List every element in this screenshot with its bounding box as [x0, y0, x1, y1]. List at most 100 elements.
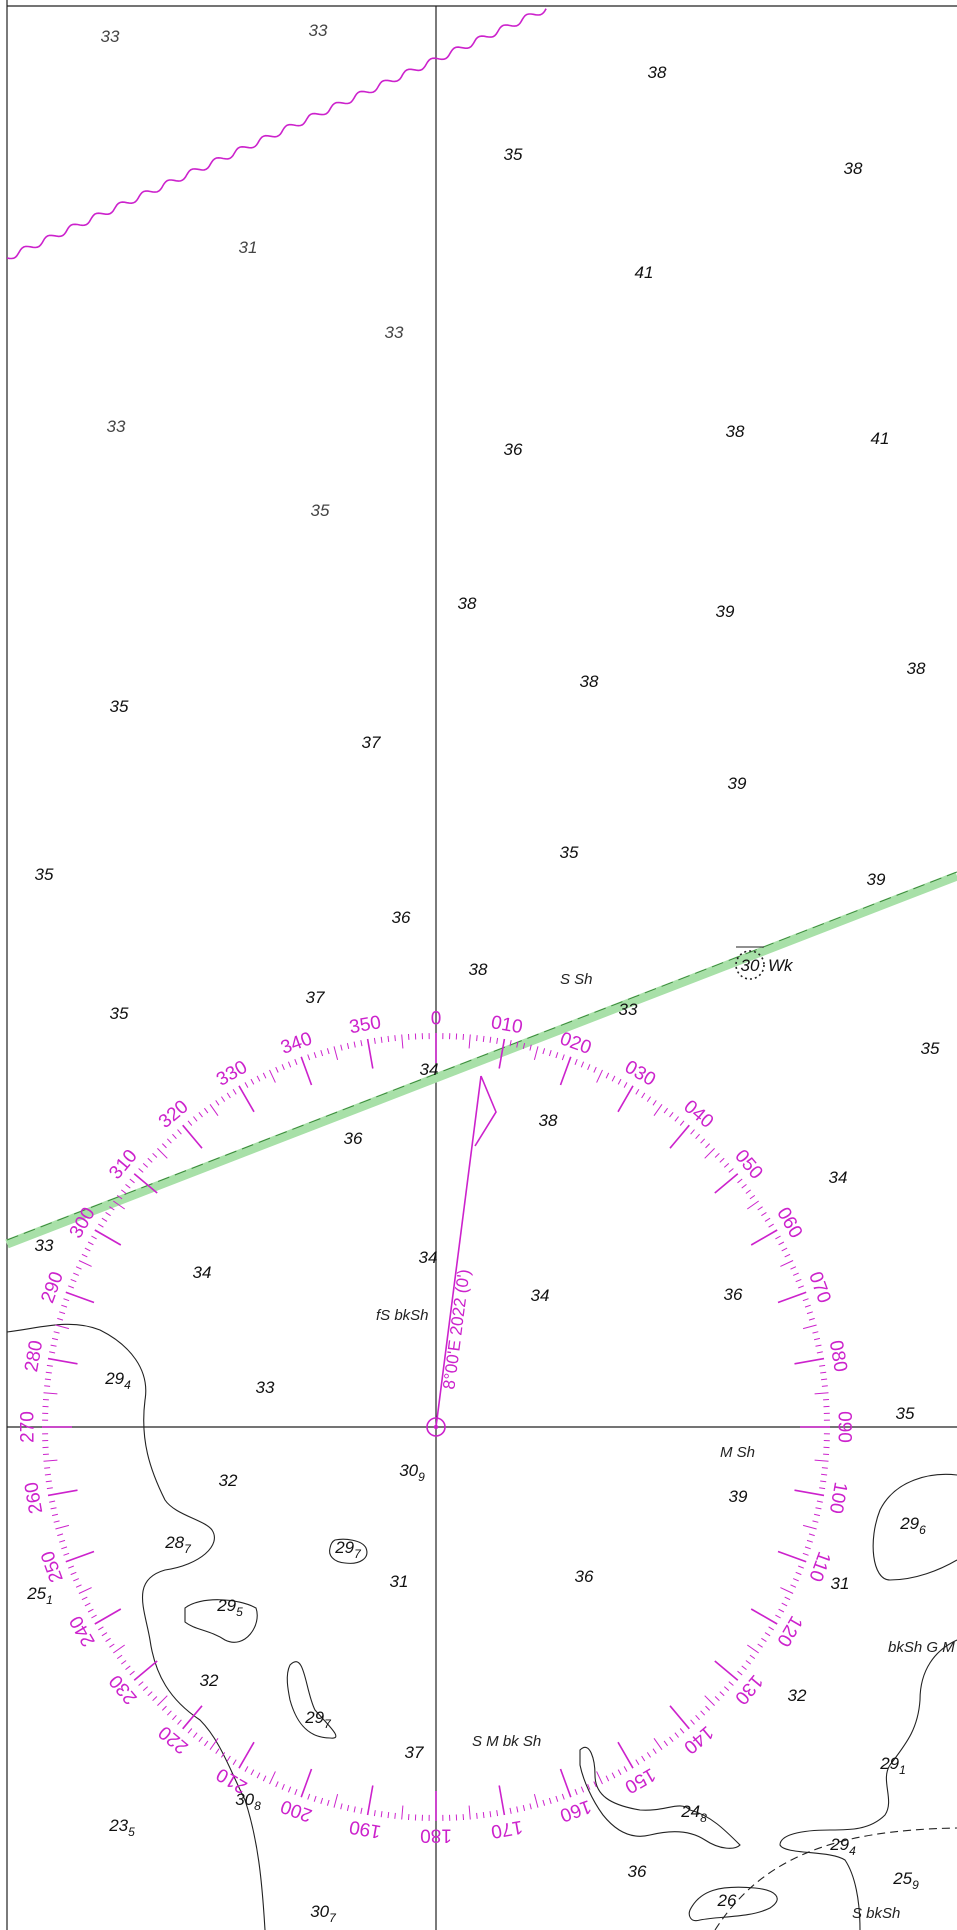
rose-tick: [593, 1781, 597, 1788]
rose-tick: [84, 1602, 91, 1607]
sounding: 35: [35, 865, 54, 884]
rose-tick: [63, 1552, 70, 1556]
rose-tick: [59, 1311, 66, 1315]
rose-tick: [353, 1041, 356, 1048]
rose-tick: [516, 1806, 519, 1813]
rose-tick: [281, 1784, 285, 1790]
rose-tick: [326, 1048, 330, 1055]
sounding: 34: [829, 1168, 848, 1187]
rose-tick: [209, 1738, 219, 1750]
rose-tick: [65, 1550, 95, 1563]
sounding: 34: [420, 1060, 439, 1079]
rose-tick: [44, 1467, 51, 1469]
variation-arrow-head: [474, 1075, 497, 1147]
sounding: 32: [788, 1686, 807, 1705]
seabed-label-smbksh: S M bk Sh: [472, 1733, 541, 1750]
rose-tick: [133, 1173, 158, 1194]
rose-tick: [574, 1059, 578, 1065]
rose-tick: [209, 1104, 219, 1116]
seabed-label-bkshgm: bkSh G M: [888, 1639, 955, 1656]
contour-east-island: [872, 1473, 957, 1581]
rose-tick: [777, 1550, 807, 1563]
rose-tick: [704, 1148, 715, 1159]
rose-tick: [795, 1571, 802, 1576]
rose-tick: [705, 1705, 711, 1711]
rose-tick: [46, 1364, 53, 1367]
rose-tick: [98, 1626, 104, 1631]
rose-tick: [781, 1602, 788, 1607]
rose-tick: [737, 1670, 743, 1676]
rose-tick: [802, 1324, 817, 1330]
rose-tick: [816, 1351, 823, 1354]
rose-tick: [798, 1565, 804, 1569]
sounding: 35: [311, 501, 330, 520]
rose-tick: [741, 1665, 747, 1670]
rose-tick: [187, 1120, 193, 1126]
rose-tick: [737, 1178, 743, 1184]
rose-tick: [101, 1632, 108, 1637]
rose-tick: [529, 1803, 532, 1810]
rose-tick: [87, 1241, 94, 1246]
rose-tick: [794, 1357, 825, 1365]
rose-tick: [750, 1608, 778, 1625]
rose-tick: [489, 1811, 492, 1818]
rose-tick: [109, 1206, 115, 1211]
sounding: 33: [107, 417, 126, 436]
rose-tick: [468, 1034, 471, 1049]
rose-tick: [70, 1278, 77, 1283]
rose-tick: [509, 1807, 512, 1814]
rose-tick: [129, 1670, 135, 1676]
rose-tick: [749, 1654, 756, 1660]
rose-tick: [346, 1042, 350, 1050]
rose-tick: [489, 1036, 492, 1043]
rose-tick: [814, 1459, 829, 1462]
sounding: 35: [896, 1404, 915, 1423]
rose-center-ring: [426, 1417, 446, 1437]
rose-tick: [802, 1298, 809, 1302]
rose-tick: [300, 1056, 313, 1086]
seabed-label-sbksh: S bkSh: [852, 1905, 900, 1922]
sounding: 41: [635, 263, 654, 282]
sounding: 38: [648, 63, 667, 82]
rose-tick: [294, 1789, 298, 1795]
rose-tick: [814, 1392, 829, 1395]
sounding: 36: [575, 1567, 594, 1586]
sounding: 39: [729, 1487, 748, 1506]
rose-tick: [617, 1741, 634, 1769]
sounding: 33: [619, 1000, 638, 1019]
seabed-label-msh: M Sh: [720, 1444, 755, 1461]
rose-tick: [172, 1714, 177, 1721]
rose-tick: [548, 1797, 552, 1804]
rose-tick: [719, 1157, 725, 1163]
rose-tick: [747, 1200, 759, 1210]
rose-tick: [94, 1229, 122, 1246]
rose-tick: [690, 1129, 695, 1135]
rose-tick: [125, 1665, 131, 1670]
rose-tick: [360, 1807, 363, 1814]
rose-tick: [57, 1317, 64, 1321]
sounding: 36: [344, 1129, 363, 1148]
sounding: 31: [239, 238, 258, 257]
rose-tick: [790, 1266, 797, 1270]
sounding: 32: [219, 1471, 238, 1490]
rose-tick: [220, 1752, 226, 1758]
rose-tick: [346, 1804, 350, 1812]
rose-tick: [244, 1082, 249, 1088]
rose-tick: [147, 1157, 153, 1163]
rose-tick: [806, 1539, 813, 1543]
rose-tick: [138, 1681, 144, 1686]
rose-tick: [177, 1129, 182, 1135]
contour-island-1: [184, 1599, 258, 1643]
rose-tick: [193, 1732, 198, 1738]
soundings: 33 33 38 35 38 31 41 33 33 36 38 41 35 38 39 38 38 35 37 39…: [26, 21, 940, 1925]
rose-tick: [262, 1775, 267, 1782]
rose-tick: [53, 1331, 60, 1334]
rose-tick: [561, 1054, 565, 1061]
sounding: 35: [921, 1039, 940, 1058]
rose-tick: [157, 1148, 168, 1159]
contour-east-shoal: [579, 1747, 741, 1849]
rose-tick: [695, 1714, 700, 1721]
rose-tick: [812, 1331, 819, 1334]
rose-tick: [238, 1741, 255, 1769]
rose-tick: [635, 1089, 640, 1095]
